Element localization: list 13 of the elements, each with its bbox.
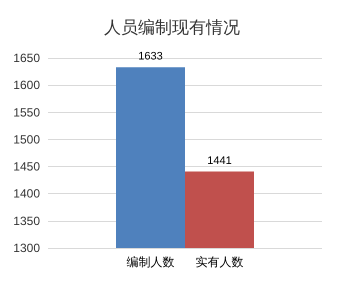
y-tick-label: 1550 [13, 105, 40, 120]
y-tick-label: 1400 [13, 186, 40, 201]
x-tick-label: 实有人数 [196, 255, 244, 269]
y-tick-label: 1650 [13, 51, 40, 65]
y-tick-label: 1450 [13, 160, 40, 174]
y-tick-label: 1300 [13, 241, 40, 255]
y-tick-label: 1600 [13, 78, 40, 92]
y-tick-label: 1350 [13, 214, 40, 228]
data-label: 1633 [138, 50, 163, 63]
chart-title: 人员编制现有情况 [104, 18, 240, 37]
y-tick-label: 1500 [13, 132, 40, 146]
data-label: 1441 [207, 154, 232, 167]
x-tick-label: 编制人数 [126, 255, 174, 269]
